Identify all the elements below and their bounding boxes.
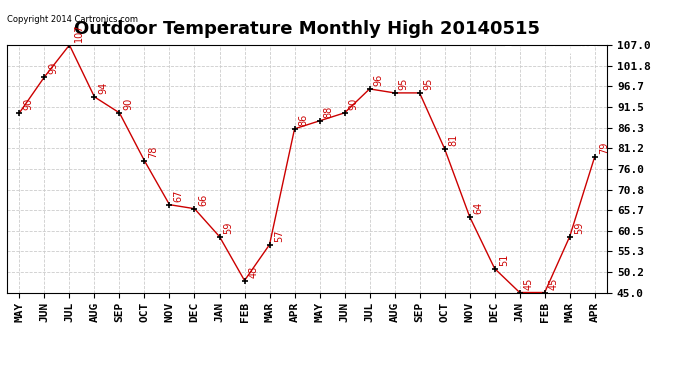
Text: 64: 64 [474,202,484,214]
Text: 88: 88 [324,106,334,118]
Text: 59: 59 [224,222,234,234]
Text: 107: 107 [74,24,83,42]
Text: 45: 45 [549,278,559,290]
Text: 95: 95 [399,78,408,90]
Text: 99: 99 [48,62,59,74]
Text: 95: 95 [424,78,434,90]
Text: Temperature (°F): Temperature (°F) [505,46,599,56]
Text: 90: 90 [124,98,134,110]
Text: 79: 79 [599,142,609,154]
Text: 59: 59 [574,222,584,234]
Text: 96: 96 [374,74,384,86]
Text: 81: 81 [448,134,459,146]
Text: 90: 90 [348,98,359,110]
Text: 66: 66 [199,194,208,206]
Text: 94: 94 [99,82,108,94]
Text: 67: 67 [174,189,184,202]
Text: 48: 48 [248,266,259,278]
Text: 51: 51 [499,254,509,266]
Text: Copyright 2014 Cartronics.com: Copyright 2014 Cartronics.com [7,15,138,24]
Text: 86: 86 [299,114,308,126]
Title: Outdoor Temperature Monthly High 20140515: Outdoor Temperature Monthly High 2014051… [74,20,540,38]
Text: 45: 45 [524,278,534,290]
Text: 57: 57 [274,230,284,242]
Text: 90: 90 [23,98,34,110]
Text: 78: 78 [148,146,159,158]
